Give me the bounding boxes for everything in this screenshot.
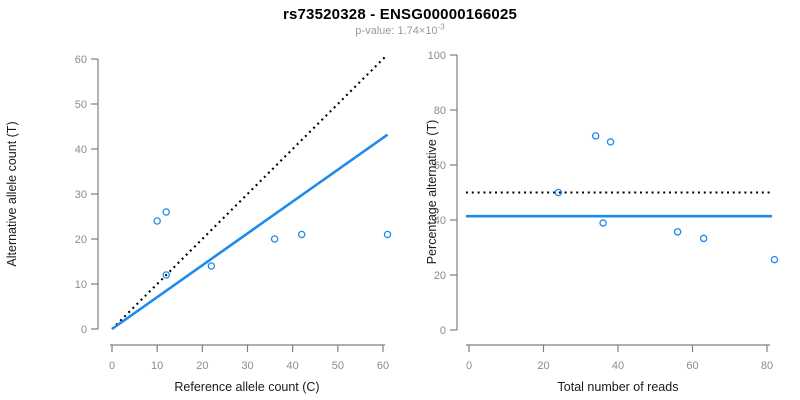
x-tick-label: 50	[332, 360, 344, 372]
data-point	[599, 219, 607, 227]
data-point	[153, 217, 161, 225]
y-tick-label: 80	[434, 105, 446, 117]
x-tick-label: 20	[196, 360, 208, 372]
left-plot-axes-and-data: 0 10 20 30 40 50 60 0 10 20 30 40 50 60	[75, 54, 392, 372]
x-tick-label: 40	[287, 360, 299, 372]
y-tick-label: 40	[434, 215, 446, 227]
y-tick-label: 20	[434, 270, 446, 282]
left-xaxis-label: Reference allele count (C)	[174, 380, 319, 394]
y-tick-label: 60	[75, 54, 87, 66]
data-point	[673, 228, 682, 236]
p-value-text: p-value: 1.74×10	[355, 25, 438, 37]
y-tick-label: 20	[75, 234, 87, 246]
p-value-subtitle: p-value: 1.74×10-3	[0, 22, 800, 37]
x-tick-label: 0	[109, 360, 115, 372]
y-tick-label: 0	[440, 325, 446, 337]
right-scatter-plot: 0 20 40 60 80 100 0 20 40 60 80 Total number of re…	[425, 50, 779, 394]
left-scatter-plot: 0 10 20 30 40 50 60 0 10 20 30 40 50 60 Reference all…	[5, 54, 392, 394]
data-point	[162, 208, 170, 216]
x-tick-label: 60	[377, 360, 389, 372]
y-tick-label: 30	[75, 189, 87, 201]
right-plot-axes-and-data: 0 20 40 60 80 100 0 20 40 60 80	[428, 50, 779, 372]
page-title: rs73520328 - ENSG00000166025	[282, 6, 518, 23]
y-tick-label: 40	[75, 144, 87, 156]
right-xaxis-label: Total number of reads	[558, 380, 679, 394]
data-point	[270, 235, 279, 243]
data-point	[297, 230, 306, 239]
y-tick-label: 50	[75, 99, 87, 111]
data-point	[591, 132, 600, 140]
y-tick-label: 60	[434, 160, 446, 172]
x-tick-label: 0	[466, 360, 472, 372]
right-yaxis-label: Percentage alternative (T)	[425, 120, 439, 265]
x-tick-label: 20	[537, 360, 549, 372]
x-tick-label: 80	[761, 360, 773, 372]
fit-line	[111, 133, 389, 331]
x-tick-label: 30	[241, 360, 253, 372]
identity-line	[111, 56, 386, 330]
data-point	[699, 234, 708, 243]
x-tick-label: 10	[151, 360, 163, 372]
data-point	[383, 230, 392, 239]
left-yaxis-label: Alternative allele count (T)	[5, 121, 19, 266]
p-value-exponent: -3	[437, 22, 445, 32]
data-point	[770, 255, 779, 264]
y-tick-label: 10	[75, 279, 87, 291]
data-point	[554, 188, 563, 197]
x-tick-label: 60	[686, 360, 698, 372]
data-point	[606, 138, 615, 146]
x-tick-label: 40	[612, 360, 624, 372]
data-point	[162, 271, 170, 279]
data-point	[207, 262, 216, 270]
y-tick-label: 0	[81, 324, 87, 336]
y-tick-label: 100	[428, 50, 446, 62]
